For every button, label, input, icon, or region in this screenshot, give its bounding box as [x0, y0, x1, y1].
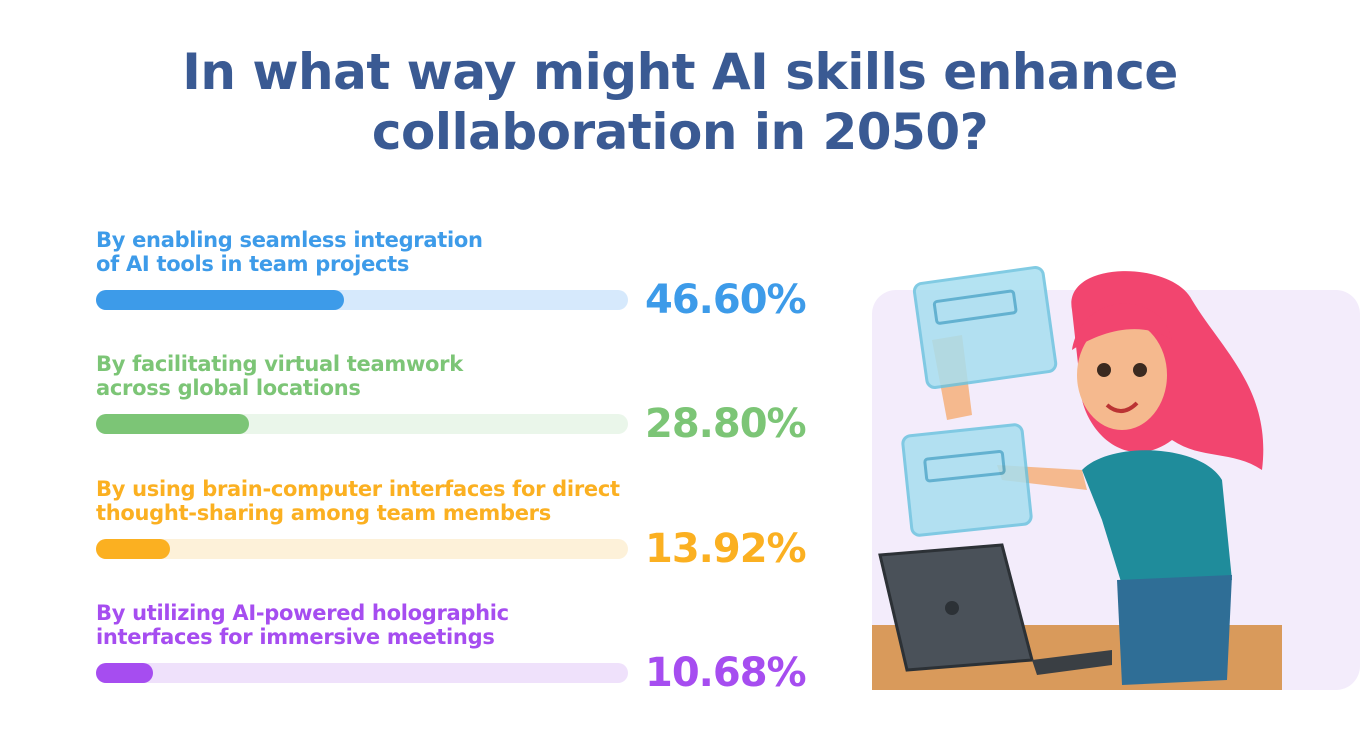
- bar-value-label: 28.80%: [645, 401, 807, 447]
- bar-track: [96, 290, 628, 310]
- bar-label-line: across global locations: [96, 376, 361, 400]
- bar-item: By utilizing AI-powered holographic inte…: [96, 601, 856, 695]
- bar-fill: [96, 539, 171, 559]
- bar-label-line: thought-sharing among team members: [96, 501, 551, 525]
- bar-value-label: 10.68%: [645, 650, 807, 696]
- laptop-base: [1032, 650, 1112, 675]
- bar-label-line: By utilizing AI-powered holographic: [96, 601, 509, 625]
- bar-label: By facilitating virtual teamwork across …: [96, 352, 856, 400]
- illustration: [872, 265, 1360, 690]
- bar-label-line: of AI tools in team projects: [96, 252, 410, 276]
- bar-fill: [96, 290, 344, 310]
- bar-label: By utilizing AI-powered holographic inte…: [96, 601, 856, 649]
- bar-value-label: 13.92%: [645, 526, 807, 572]
- holographic-panel: [901, 423, 1033, 537]
- bar-label: By using brain-computer interfaces for d…: [96, 477, 856, 525]
- bar-track: [96, 414, 628, 434]
- bar-track: [96, 539, 628, 559]
- bar-label-line: By facilitating virtual teamwork: [96, 352, 463, 376]
- bar-item: By facilitating virtual teamwork across …: [96, 352, 856, 446]
- shirt: [1082, 450, 1232, 585]
- bar-label-line: By using brain-computer interfaces for d…: [96, 477, 620, 501]
- bar-label-line: By enabling seamless integration: [96, 228, 483, 252]
- bangs: [1072, 303, 1172, 350]
- laptop-logo: [945, 601, 959, 615]
- bar-label-line: interfaces for immersive meetings: [96, 625, 495, 649]
- bar-value-label: 46.60%: [645, 277, 807, 323]
- smile: [1105, 401, 1139, 413]
- face: [1077, 320, 1167, 430]
- bar-item: By using brain-computer interfaces for d…: [96, 477, 856, 571]
- bar-fill: [96, 414, 250, 434]
- bar-fill: [96, 663, 153, 683]
- bar-label: By enabling seamless integration of AI t…: [96, 228, 856, 276]
- chart-title: In what way might AI skills enhance coll…: [182, 43, 1178, 161]
- eye: [1097, 363, 1111, 377]
- holographic-panel: [912, 265, 1058, 389]
- jeans: [1117, 575, 1232, 685]
- bar-item: By enabling seamless integration of AI t…: [96, 228, 856, 322]
- bar-track: [96, 663, 628, 683]
- eye: [1133, 363, 1147, 377]
